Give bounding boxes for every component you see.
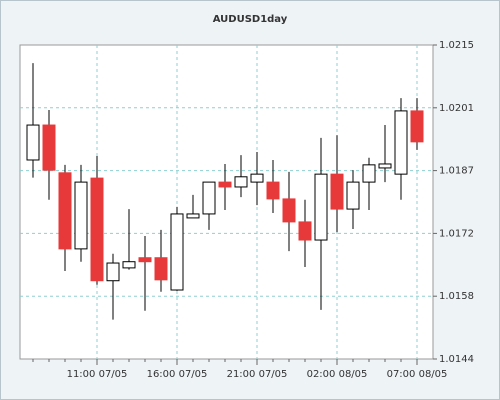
y-tick-label: 1.0144 <box>439 354 474 365</box>
candle-body <box>90 177 104 282</box>
candle-body <box>410 110 424 143</box>
candle-body <box>170 213 184 291</box>
candle-body <box>234 176 248 188</box>
candle-body <box>42 124 56 171</box>
candle-body <box>58 172 72 250</box>
y-tick-label: 1.0201 <box>439 103 474 114</box>
y-tick-label: 1.0172 <box>439 228 474 239</box>
candle-body <box>266 181 280 200</box>
y-tick-label: 1.0215 <box>439 40 474 51</box>
y-tick-label: 1.0187 <box>439 166 474 177</box>
candle-body <box>394 110 408 175</box>
candle-body <box>26 124 40 161</box>
plot-area <box>19 44 434 360</box>
x-tick-label: 11:00 07/05 <box>67 369 128 380</box>
candle-body <box>362 164 376 183</box>
x-tick-label: 02:00 08/05 <box>307 369 368 380</box>
candle-body <box>186 213 200 219</box>
candle-body <box>314 173 328 241</box>
candle-body <box>378 163 392 169</box>
y-tick-label: 1.0158 <box>439 291 474 302</box>
candle-body <box>122 261 136 269</box>
candle-body <box>282 198 296 223</box>
candle-body <box>138 257 152 263</box>
candle-body <box>298 221 312 241</box>
candle-body <box>218 181 232 188</box>
candle-body <box>250 173 264 183</box>
x-tick-label: 16:00 07/05 <box>147 369 208 380</box>
x-tick-label: 21:00 07/05 <box>227 369 288 380</box>
candle-body <box>346 181 360 210</box>
candle-body <box>330 173 344 210</box>
x-tick-label: 07:00 08/05 <box>387 369 448 380</box>
candle-body <box>202 181 216 215</box>
chart-title: AUDUSD1day <box>213 14 288 25</box>
candle-body <box>106 262 120 282</box>
candle-body <box>74 181 88 250</box>
candle-body <box>154 257 168 281</box>
